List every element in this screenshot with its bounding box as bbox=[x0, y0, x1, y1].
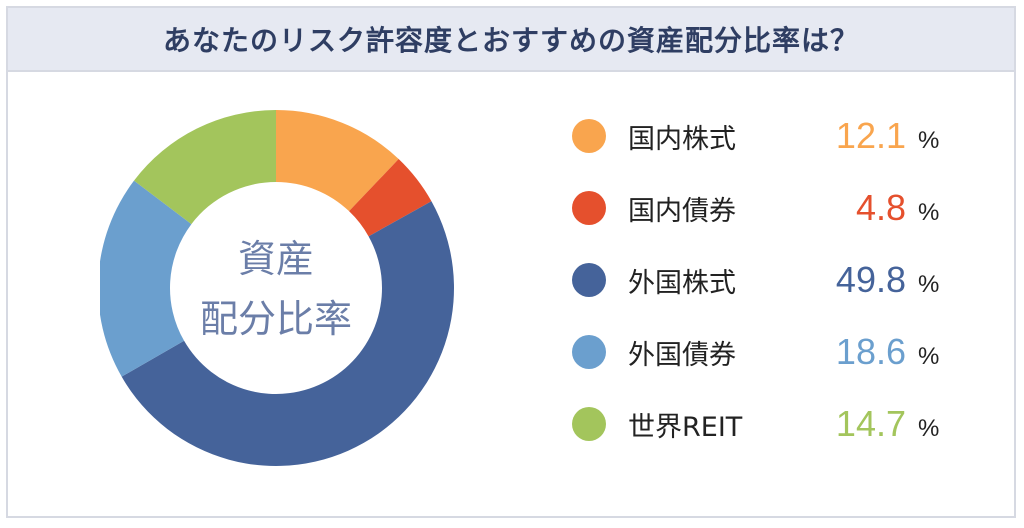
legend-item: 外国株式 49.8 % bbox=[566, 244, 986, 316]
donut-slice bbox=[133, 110, 276, 225]
legend-unit: % bbox=[918, 415, 940, 442]
legend-unit: % bbox=[918, 343, 940, 370]
legend-unit: % bbox=[918, 127, 940, 154]
legend-item: 国内株式 12.1 % bbox=[566, 100, 986, 172]
legend-item: 外国債券 18.6 % bbox=[566, 316, 986, 388]
legend-swatch bbox=[572, 407, 606, 441]
legend-label: 外国債券 bbox=[628, 339, 736, 371]
legend-value: 12.1 bbox=[835, 115, 906, 156]
donut-slice bbox=[349, 159, 432, 237]
center-label-line1: 資産 bbox=[238, 237, 314, 281]
legend-label: 外国株式 bbox=[628, 267, 736, 299]
donut-slice bbox=[100, 180, 192, 377]
legend: 国内株式 12.1 % 国内債券 4.8 % 外国株式 49.8 % 外国債券 … bbox=[566, 100, 986, 460]
legend-value: 49.8 bbox=[835, 259, 906, 300]
legend-unit: % bbox=[918, 199, 940, 226]
legend-value: 4.8 bbox=[855, 187, 906, 228]
legend-swatch bbox=[572, 263, 606, 297]
legend-item: 国内債券 4.8 % bbox=[566, 172, 986, 244]
donut-slice bbox=[121, 201, 454, 466]
page-title: あなたのリスク許容度とおすすめの資産配分比率は？ bbox=[162, 24, 859, 57]
legend-value: 14.7 bbox=[835, 403, 906, 444]
legend-label: 国内株式 bbox=[628, 123, 736, 155]
legend-swatch bbox=[572, 191, 606, 225]
legend-unit: % bbox=[918, 271, 940, 298]
legend-swatch bbox=[572, 119, 606, 153]
donut-slice bbox=[276, 110, 399, 212]
legend-label: 国内債券 bbox=[628, 195, 736, 227]
legend-item: 世界REIT 14.7 % bbox=[566, 388, 986, 460]
center-label-line2: 配分比率 bbox=[200, 297, 352, 341]
title-bar: あなたのリスク許容度とおすすめの資産配分比率は？ bbox=[8, 8, 1014, 72]
donut-slices bbox=[100, 110, 454, 466]
legend-label: 世界REIT bbox=[628, 411, 743, 443]
legend-value: 18.6 bbox=[835, 331, 906, 372]
legend-swatch bbox=[572, 335, 606, 369]
donut-chart: 資産 配分比率 bbox=[100, 110, 454, 466]
